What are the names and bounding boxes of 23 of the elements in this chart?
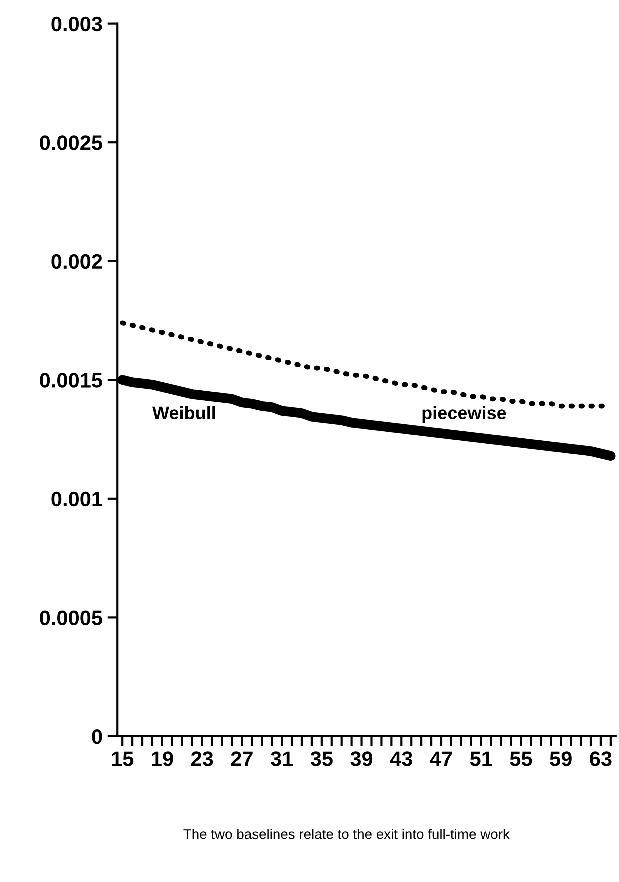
y-tick-label: 0.002 (52, 254, 102, 270)
text: The two baselines relate to the exit into full-time work (184, 829, 510, 840)
y-tick-label: 0.0005 (40, 610, 102, 626)
y-tick-label: 0 (92, 729, 102, 744)
x-tick-label: 27 (231, 752, 253, 766)
x-tick-label: 23 (191, 752, 214, 766)
x-tick-label: 15 (112, 752, 134, 766)
x-tick-label: 39 (350, 752, 373, 766)
series-label: Weibull (152, 406, 216, 420)
x-tick-label: 43 (390, 752, 412, 766)
y-tick-label: 0.001 (52, 492, 102, 507)
x-tick-label: 63 (590, 752, 612, 766)
y-tick-label: 0.0025 (40, 136, 102, 150)
x-tick-label: 47 (430, 752, 452, 766)
x-tick-label: 19 (152, 752, 174, 766)
y-tick-label: 0.0015 (40, 373, 102, 388)
series-label: piecewise (422, 406, 506, 424)
x-tick-label: 59 (550, 752, 572, 766)
x-tick-label: 35 (310, 752, 333, 766)
x-tick-label: 55 (510, 752, 532, 766)
x-tick-label: 51 (470, 752, 492, 766)
y-tick-label: 0.003 (52, 16, 102, 32)
x-tick-label: 31 (270, 752, 294, 766)
